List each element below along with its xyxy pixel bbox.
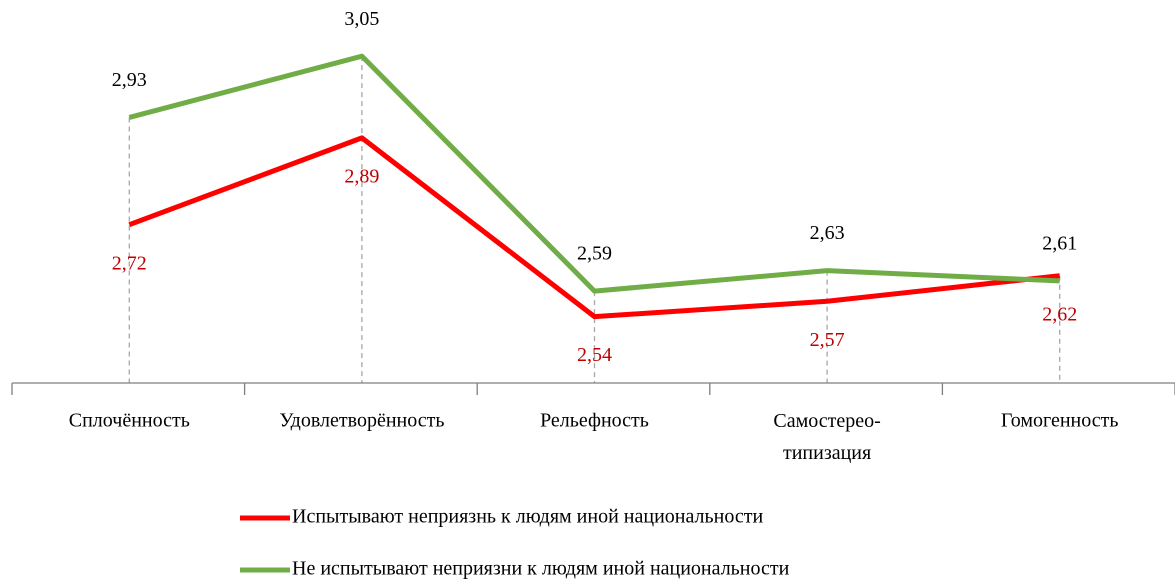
value-label: 2,63 <box>810 222 845 244</box>
value-label: 2,61 <box>1042 232 1077 254</box>
value-label: 2,57 <box>810 329 845 351</box>
x-tick-label: Рельефность <box>540 410 649 432</box>
value-label: 2,62 <box>1042 303 1077 325</box>
x-tick-label: Удовлетворённость <box>279 410 444 432</box>
value-label: 2,89 <box>344 165 379 187</box>
value-label: 2,59 <box>577 243 612 265</box>
value-label: 2,72 <box>112 252 147 274</box>
legend-label: Испытывают неприязнь к людям иной национ… <box>292 506 763 528</box>
x-tick-label: Гомогенность <box>1001 410 1119 432</box>
x-tick-label: Сплочённость <box>69 410 190 432</box>
value-label: 2,54 <box>577 344 612 366</box>
series-line <box>128 53 1060 294</box>
x-tick-label: Самостерео-типизация <box>773 410 880 464</box>
value-label: 2,93 <box>112 69 147 91</box>
legend-label: Не испытывают неприязни к людям иной нац… <box>292 558 790 580</box>
value-label: 3,05 <box>344 8 379 30</box>
series-line <box>128 135 1060 320</box>
